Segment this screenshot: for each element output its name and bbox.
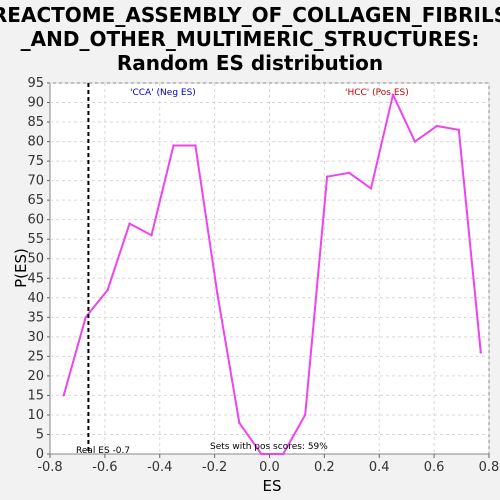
data-point xyxy=(238,421,241,424)
y-tick-label: 70 xyxy=(27,174,44,189)
data-point xyxy=(457,128,461,132)
y-tick-label: 25 xyxy=(27,349,44,364)
y-tick-label: 75 xyxy=(27,154,44,169)
y-tick-label: 90 xyxy=(27,96,44,111)
data-point xyxy=(194,144,197,147)
data-point xyxy=(391,93,395,96)
x-axis-ticks: -0.8 -0.6 -0.4 -0.2 0.0 0.2 0.4 0.6 0.8 xyxy=(37,454,499,475)
y-axis-ticks: 0 5 10 15 20 25 30 35 40 45 50 55 60 65 70 75 80 85 90 95 xyxy=(27,76,50,462)
x-tick-label: -0.8 xyxy=(37,460,62,475)
grid xyxy=(50,82,490,454)
data-point xyxy=(325,175,329,178)
real-es-label: Real ES -0.7 xyxy=(76,446,130,456)
data-point xyxy=(369,187,373,190)
chart-title-line-2: _AND_OTHER_MULTIMERIC_STRUCTURES: xyxy=(21,27,480,51)
pos-es-label: 'HCC' (Pos ES) xyxy=(345,88,409,98)
y-tick-label: 60 xyxy=(27,213,44,228)
y-tick-label: 40 xyxy=(27,291,44,306)
data-point xyxy=(172,144,175,147)
y-tick-label: 80 xyxy=(27,135,44,150)
y-tick-label: 65 xyxy=(27,193,44,208)
data-point xyxy=(62,394,65,397)
data-point xyxy=(282,452,285,456)
data-point xyxy=(128,222,131,225)
data-point xyxy=(479,351,482,354)
chart-title-line-3: Random ES distribution xyxy=(117,51,383,75)
y-tick-label: 20 xyxy=(27,369,44,384)
chart-title-line-1: REACTOME_ASSEMBLY_OF_COLLAGEN_FIBRILS xyxy=(0,3,500,27)
x-tick-label: 0.2 xyxy=(314,460,335,475)
y-tick-label: 85 xyxy=(27,115,44,130)
y-tick-label: 0 xyxy=(36,447,44,462)
x-axis-label: ES xyxy=(263,477,282,495)
y-tick-label: 55 xyxy=(27,232,44,247)
data-point xyxy=(150,234,153,237)
y-tick-label: 10 xyxy=(27,408,44,423)
y-axis-label: P(ES) xyxy=(12,248,30,288)
data-point xyxy=(435,124,439,128)
data-point xyxy=(216,292,219,296)
y-tick-label: 30 xyxy=(27,330,44,345)
x-tick-label: 0.8 xyxy=(479,460,500,475)
y-tick-label: 5 xyxy=(36,427,44,442)
x-tick-label: 0.6 xyxy=(424,460,445,475)
data-point xyxy=(260,452,263,456)
data-point xyxy=(84,316,87,319)
x-tick-label: -0.2 xyxy=(202,460,227,475)
y-tick-label: 15 xyxy=(27,388,44,403)
y-tick-label: 45 xyxy=(27,271,44,286)
pos-scores-footer: Sets with pos scores: 59% xyxy=(210,442,328,452)
x-tick-label: 0.0 xyxy=(259,460,280,475)
data-point xyxy=(413,140,417,143)
y-tick-label: 35 xyxy=(27,310,44,325)
x-tick-label: -0.6 xyxy=(92,460,117,475)
y-tick-label: 95 xyxy=(27,76,44,91)
y-tick-label: 50 xyxy=(27,252,44,267)
data-point xyxy=(303,413,307,417)
x-tick-label: -0.4 xyxy=(147,460,172,475)
data-point xyxy=(347,171,351,175)
series-line xyxy=(62,93,482,455)
series-layer xyxy=(62,93,482,456)
data-point xyxy=(106,288,109,292)
x-tick-label: 0.4 xyxy=(369,460,390,475)
neg-es-label: 'CCA' (Neg ES) xyxy=(130,88,196,98)
